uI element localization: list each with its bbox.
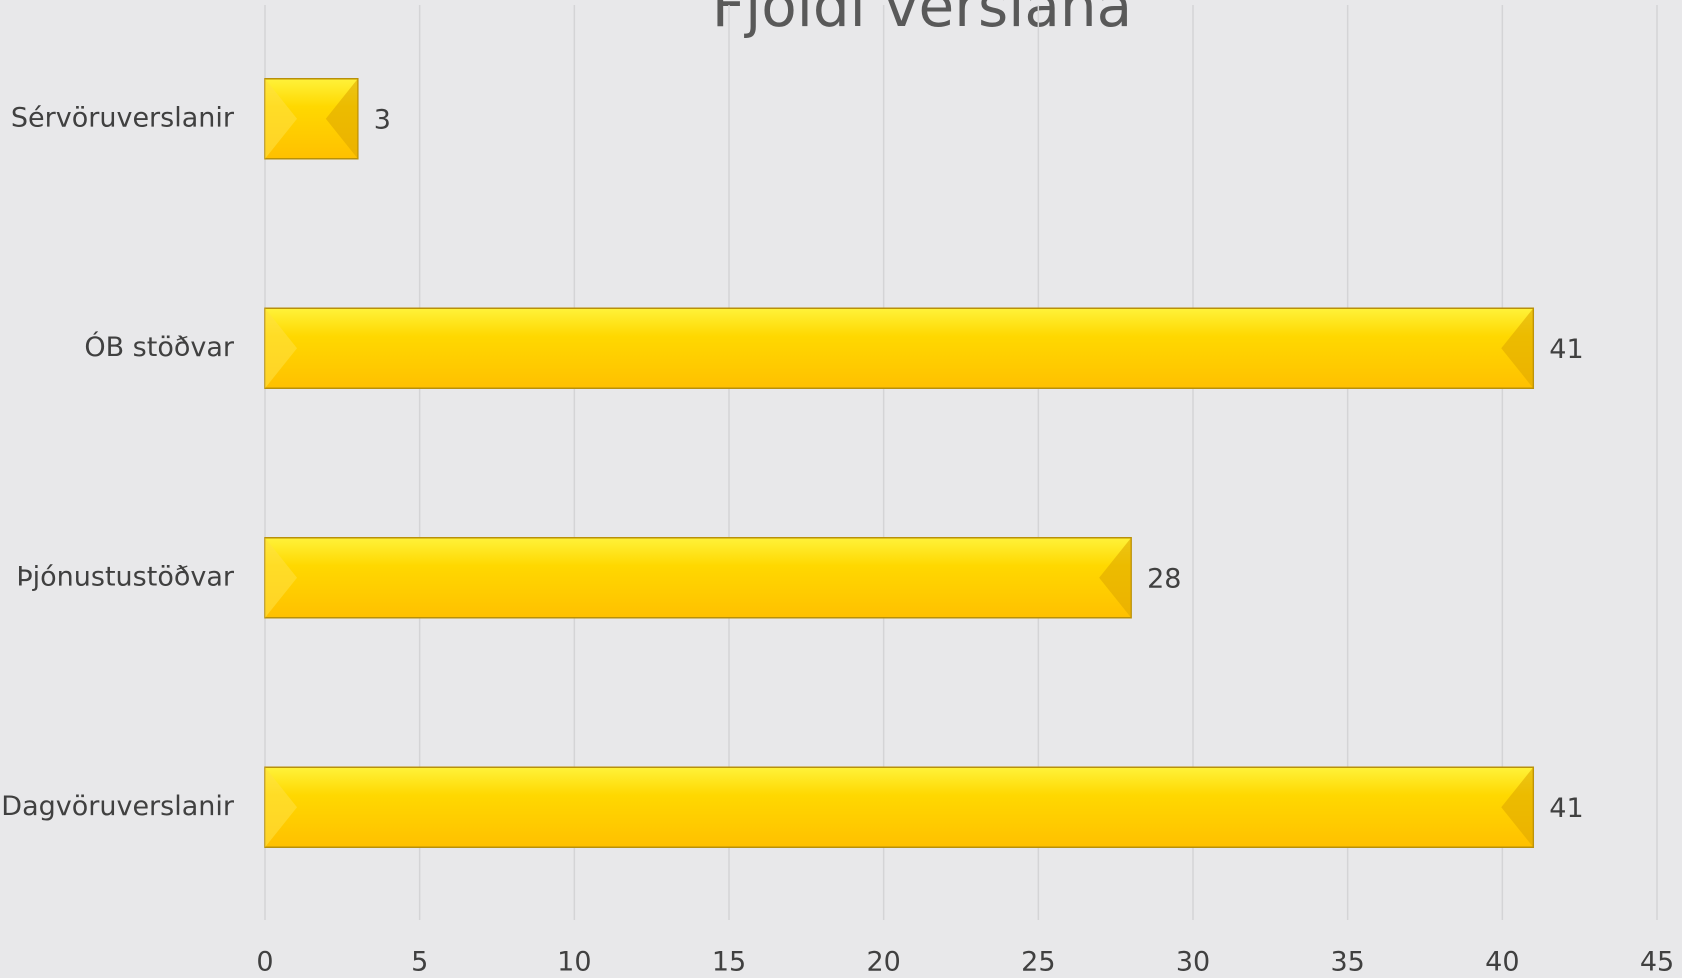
x-tick-label: 15: [712, 947, 746, 978]
x-tick-label: 5: [411, 947, 428, 978]
x-tick-label: 30: [1176, 947, 1210, 978]
bar: [264, 307, 1535, 389]
bar-bevel: [265, 78, 297, 159]
y-tick-label: ÓB stöðvar: [84, 331, 235, 363]
x-tick-label: 10: [557, 947, 591, 978]
x-tick-label: 20: [866, 947, 900, 978]
x-tick-label: 40: [1485, 947, 1519, 978]
bar-bevel: [1501, 767, 1534, 848]
x-tick-label: 25: [1021, 947, 1055, 978]
bar: [264, 766, 1535, 848]
bar-bevel: [1501, 308, 1534, 389]
data-label: 41: [1549, 334, 1583, 365]
bar-bevel: [325, 78, 358, 159]
bar-bevel: [265, 308, 297, 389]
y-tick-label: Dagvöruverslanir: [1, 791, 235, 822]
y-tick-label: Þjónustustöðvar: [16, 561, 235, 592]
x-tick-label: 45: [1640, 947, 1674, 978]
data-label: 3: [374, 104, 391, 135]
bar: [264, 537, 1132, 619]
chart-title: Fjöldi verslana: [712, 0, 1132, 40]
data-label: 28: [1147, 563, 1181, 594]
data-label: 41: [1549, 793, 1583, 824]
bar-bevel: [1099, 537, 1132, 618]
x-tick-label: 0: [256, 947, 273, 978]
bar-bevel: [265, 537, 297, 618]
bar-bevel: [265, 767, 297, 848]
x-tick-label: 35: [1330, 947, 1364, 978]
y-tick-label: Sérvöruverslanir: [11, 102, 235, 133]
